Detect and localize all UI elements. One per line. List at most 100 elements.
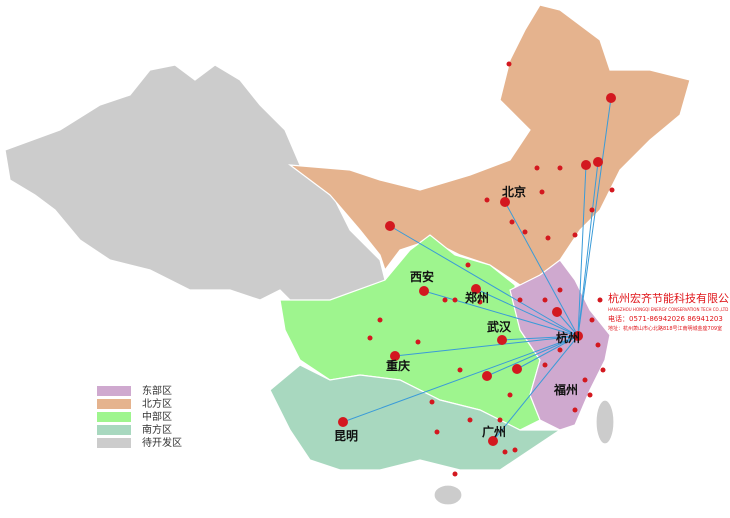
legend-swatch <box>97 386 131 396</box>
dot-small <box>542 297 548 303</box>
link <box>556 311 579 337</box>
link <box>501 335 579 341</box>
dot <box>512 364 522 374</box>
dot-small <box>467 417 473 423</box>
city-label: 福州 <box>553 382 578 397</box>
hainan <box>433 484 463 506</box>
dot <box>471 284 481 294</box>
region-north <box>287 4 691 286</box>
legend-label: 待开发区 <box>142 436 182 449</box>
region-south <box>269 364 562 471</box>
dot-small <box>452 297 458 303</box>
dot-small <box>600 367 606 373</box>
dot-small <box>542 362 548 368</box>
dot <box>552 307 562 317</box>
legend-label: 东部区 <box>142 384 172 397</box>
dot-small <box>442 297 448 303</box>
city-label: 武汉 <box>487 319 512 334</box>
link <box>342 335 579 423</box>
dot-small <box>572 232 578 238</box>
link <box>423 290 579 337</box>
legend-swatch <box>97 425 131 435</box>
legend-label: 南方区 <box>142 423 172 436</box>
city-label: 北京 <box>502 184 526 199</box>
legend-label: 北方区 <box>142 397 172 410</box>
dot <box>497 335 507 345</box>
legend-swatch <box>97 438 131 448</box>
dot-small <box>609 187 615 193</box>
company-name-en: HANGZHOU HONGQI ENERGY CONSERVATION TECH… <box>608 307 728 312</box>
dot-small <box>512 447 518 453</box>
region-undeveloped <box>4 64 391 321</box>
dot-small <box>522 229 528 235</box>
link <box>577 164 587 337</box>
link <box>504 201 579 337</box>
dot-small <box>415 339 421 345</box>
dot-small <box>534 165 540 171</box>
dot-small <box>477 299 483 305</box>
dot-small <box>587 392 593 398</box>
link <box>486 335 579 377</box>
dot-small <box>377 317 383 323</box>
dot <box>419 286 429 296</box>
dot-small <box>572 407 578 413</box>
dot-small <box>597 297 603 303</box>
link <box>475 288 579 337</box>
dot-small <box>452 471 458 477</box>
city-label: 昆明 <box>334 429 358 443</box>
taiwan <box>595 399 615 445</box>
city-label: 杭州 <box>556 330 580 345</box>
dot <box>482 371 492 381</box>
link <box>577 161 599 337</box>
dot <box>573 331 583 341</box>
dot-small <box>557 287 563 293</box>
dot-small <box>517 297 523 303</box>
link <box>577 97 612 337</box>
dot-small <box>582 377 588 383</box>
dot-small <box>557 347 563 353</box>
city-label: 西安 <box>410 269 434 284</box>
city-label: 郑州 <box>465 290 489 305</box>
dot-small <box>434 429 440 435</box>
dot-small <box>429 399 435 405</box>
dot-small <box>506 61 512 67</box>
company-name: 杭州宏齐节能科技有限公司 <box>608 291 730 305</box>
region-east <box>509 259 611 431</box>
dot-small <box>507 392 513 398</box>
dot-small <box>545 235 551 241</box>
dot <box>385 221 395 231</box>
dot-small <box>484 197 490 203</box>
dot <box>606 93 616 103</box>
legend-swatch <box>97 399 131 409</box>
link <box>389 225 579 337</box>
dot-small <box>497 417 503 423</box>
dots <box>338 61 616 477</box>
legend-label: 中部区 <box>142 410 172 423</box>
link <box>492 335 579 442</box>
link <box>394 335 579 357</box>
company-address: 地址：杭州萧山市心北路818号江南明城金座709室 <box>608 325 722 332</box>
dot <box>338 417 348 427</box>
dot <box>488 436 498 446</box>
regions <box>4 4 691 506</box>
city-label: 广州 <box>482 424 506 439</box>
dot <box>390 351 400 361</box>
legend-swatch <box>97 412 131 422</box>
link <box>516 335 579 370</box>
dot <box>500 197 510 207</box>
dot-small <box>502 449 508 455</box>
dot-small <box>539 189 545 195</box>
dot-small <box>589 317 595 323</box>
links <box>342 97 612 442</box>
dot-small <box>595 342 601 348</box>
dot-small <box>457 367 463 373</box>
dot-small <box>557 165 563 171</box>
dot-small <box>589 207 595 213</box>
dot <box>581 160 591 170</box>
dot-small <box>465 262 471 268</box>
dot-small <box>367 335 373 341</box>
dot <box>593 157 603 167</box>
dot-small <box>509 219 515 225</box>
